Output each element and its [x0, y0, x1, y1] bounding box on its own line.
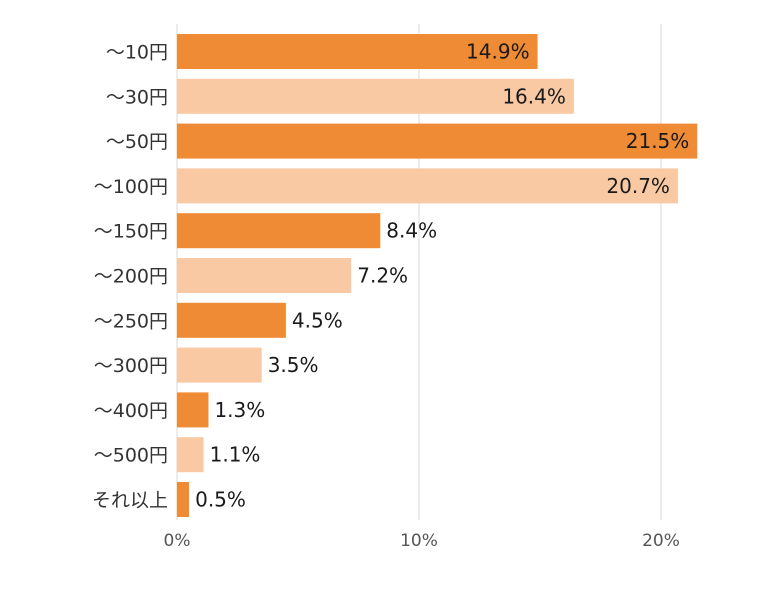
category-label: ～500円 [94, 445, 168, 467]
data-label: 14.9% [466, 40, 530, 64]
bar [177, 347, 262, 383]
x-tick-labels: 0% 10% 20% [164, 531, 680, 551]
data-label: 16.4% [502, 84, 566, 108]
bar [177, 168, 678, 204]
x-tick-label: 10% [400, 531, 438, 551]
x-tick-label: 20% [642, 531, 680, 551]
x-tick-label: 0% [164, 531, 191, 551]
data-label: 21.5% [626, 129, 690, 153]
data-label: 0.5% [195, 488, 246, 512]
bar [177, 392, 209, 428]
bar [177, 482, 190, 517]
data-label: 3.5% [268, 353, 319, 377]
category-labels: ～10円 ～30円 ～50円 ～100円 ～150円 ～200円 ～250円 ～300円 ～40… [92, 42, 168, 512]
bar [177, 258, 352, 293]
bar [177, 34, 538, 69]
category-label: ～10円 [106, 42, 168, 64]
bar [177, 437, 204, 473]
category-label: ～50円 [106, 131, 168, 153]
bar [177, 78, 574, 114]
category-label: ～150円 [94, 221, 168, 243]
category-label: それ以上 [92, 490, 168, 512]
category-label: ～300円 [94, 355, 168, 377]
bar [177, 123, 698, 159]
data-labels: 14.9% 16.4% 21.5% 20.7% 8.4% 7.2% 4.5% 3.5%1.3%… [195, 40, 689, 512]
data-label: 8.4% [386, 219, 437, 243]
data-label: 4.5% [292, 308, 343, 332]
category-label: ～400円 [94, 400, 168, 422]
data-label: 1.3% [214, 398, 265, 422]
data-label: 7.2% [357, 264, 408, 288]
category-label: ～30円 [106, 86, 168, 108]
bars [177, 34, 698, 517]
data-label: 1.1% [210, 443, 261, 467]
bar [177, 213, 381, 249]
category-label: ～100円 [94, 176, 168, 198]
data-label: 20.7% [606, 174, 670, 198]
category-label: ～250円 [94, 310, 168, 332]
category-label: ～200円 [94, 266, 168, 288]
bar [177, 302, 286, 338]
